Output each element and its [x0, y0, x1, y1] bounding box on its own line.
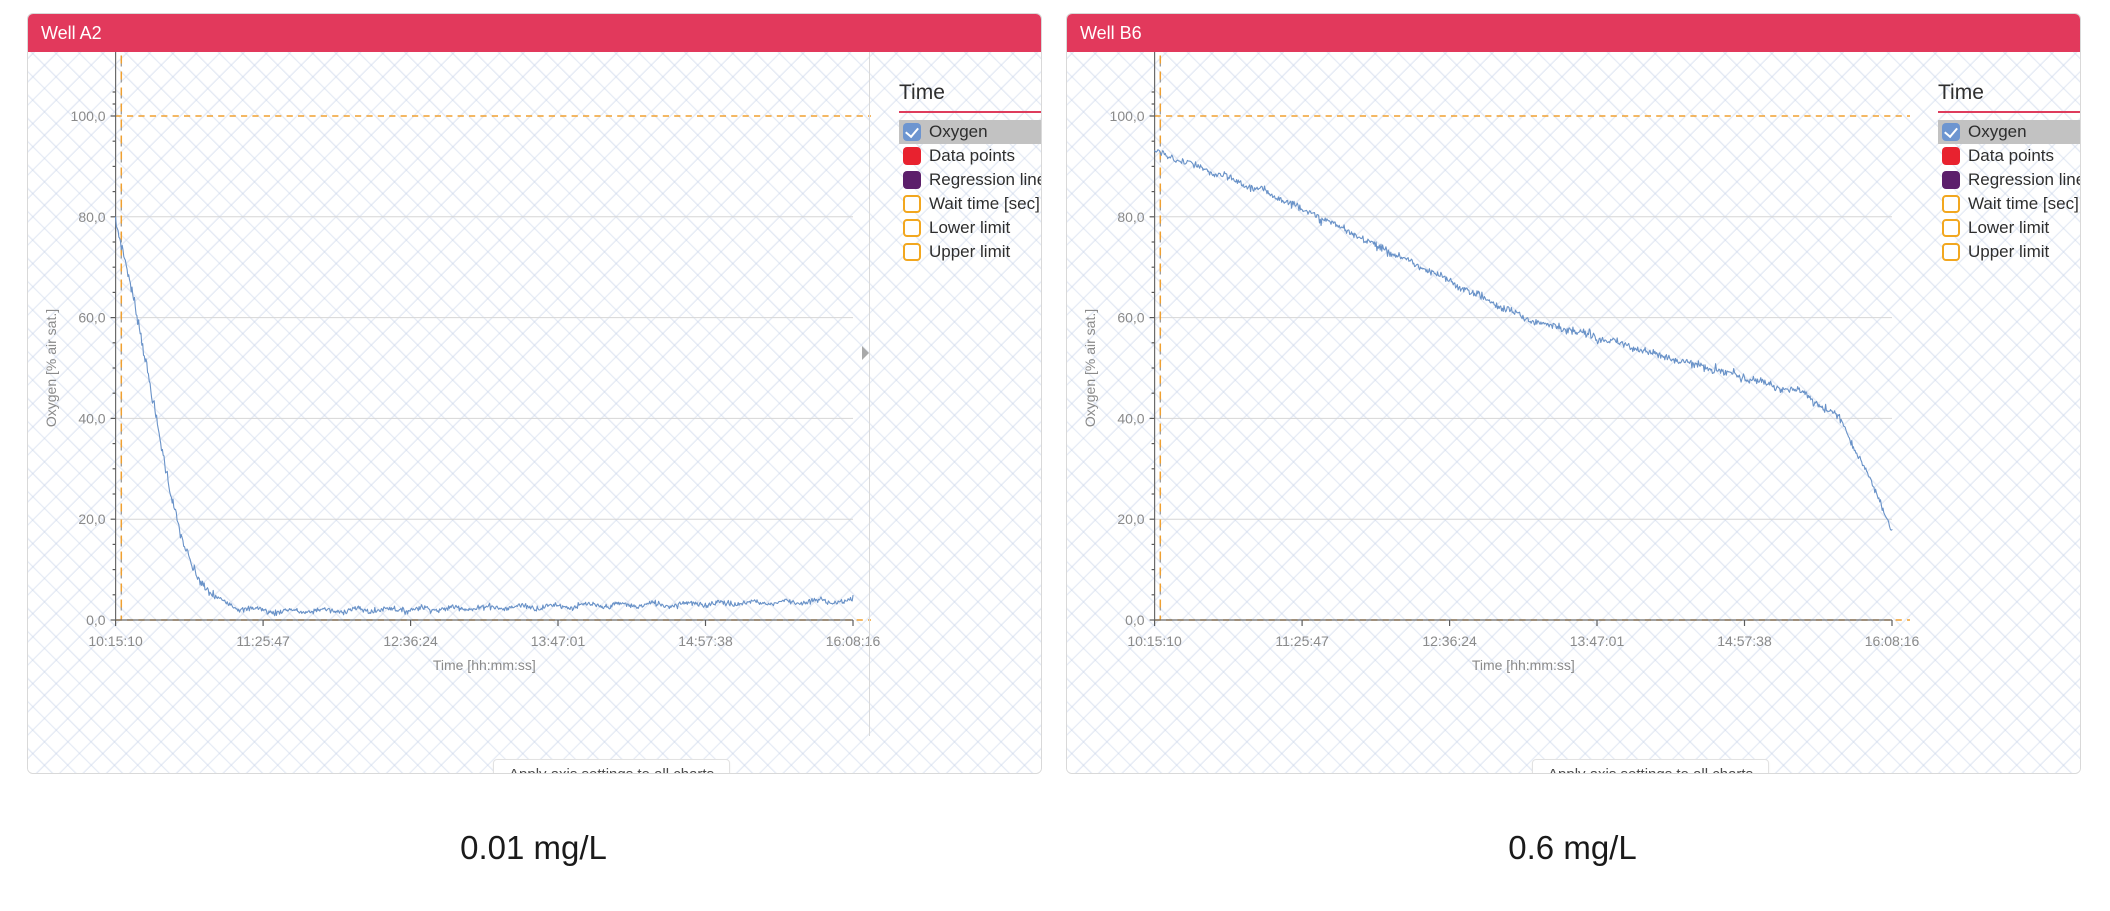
svg-text:Time [hh:mm:ss]: Time [hh:mm:ss] [433, 657, 536, 673]
svg-text:0,0: 0,0 [86, 612, 106, 628]
svg-text:40,0: 40,0 [78, 410, 105, 426]
svg-text:60,0: 60,0 [78, 310, 105, 326]
svg-text:80,0: 80,0 [78, 209, 105, 225]
svg-text:16:08:16: 16:08:16 [826, 633, 881, 649]
svg-text:20,0: 20,0 [78, 511, 105, 527]
svg-text:12:36:24: 12:36:24 [1422, 633, 1477, 649]
svg-text:100,0: 100,0 [71, 108, 106, 124]
svg-text:11:25:47: 11:25:47 [1275, 633, 1329, 649]
svg-text:13:47:01: 13:47:01 [531, 633, 586, 649]
svg-text:Oxygen [% air sat.]: Oxygen [% air sat.] [1082, 309, 1098, 427]
svg-text:Oxygen [% air sat.]: Oxygen [% air sat.] [43, 309, 59, 427]
svg-text:20,0: 20,0 [1117, 511, 1144, 527]
svg-text:40,0: 40,0 [1117, 410, 1144, 426]
svg-text:11:25:47: 11:25:47 [236, 633, 290, 649]
svg-text:13:47:01: 13:47:01 [1570, 633, 1625, 649]
svg-text:0,0: 0,0 [1125, 612, 1145, 628]
svg-text:10:15:10: 10:15:10 [1127, 633, 1182, 649]
svg-text:80,0: 80,0 [1117, 209, 1144, 225]
svg-text:Time [hh:mm:ss]: Time [hh:mm:ss] [1472, 657, 1575, 673]
svg-text:10:15:10: 10:15:10 [88, 633, 143, 649]
svg-text:12:36:24: 12:36:24 [383, 633, 438, 649]
svg-text:100,0: 100,0 [1110, 108, 1145, 124]
svg-text:14:57:38: 14:57:38 [1717, 633, 1772, 649]
svg-text:16:08:16: 16:08:16 [1865, 633, 1920, 649]
svg-text:14:57:38: 14:57:38 [678, 633, 733, 649]
svg-text:60,0: 60,0 [1117, 310, 1144, 326]
